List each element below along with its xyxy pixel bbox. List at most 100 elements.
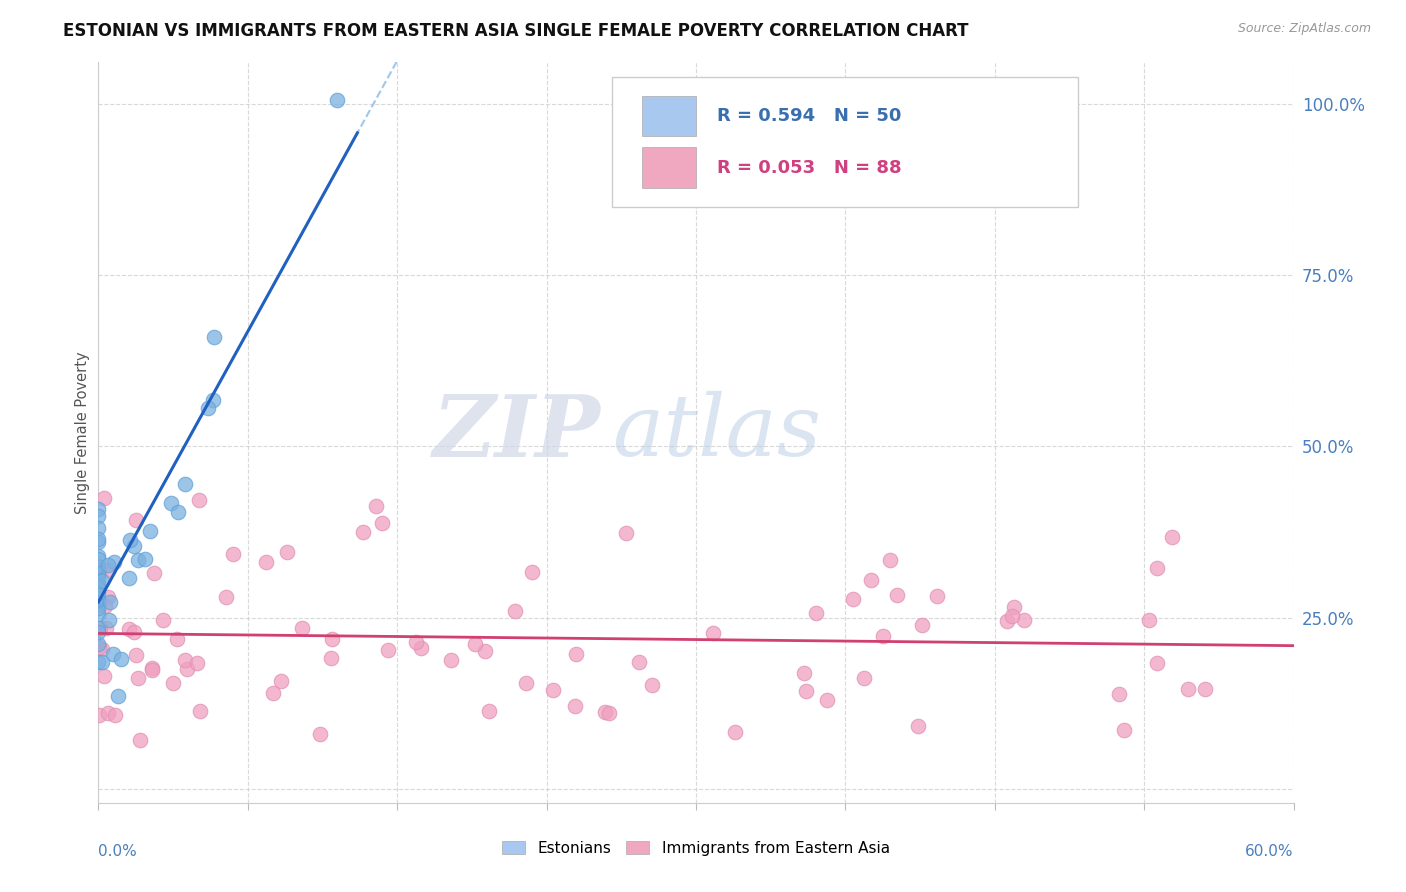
Point <box>93 491 115 506</box>
Point <box>87 592 110 607</box>
Point <box>90 574 112 589</box>
Text: 60.0%: 60.0% <box>1246 844 1294 858</box>
Point <box>371 516 394 530</box>
Point <box>174 653 197 667</box>
Point <box>1177 682 1199 697</box>
Point <box>87 655 110 669</box>
Point <box>1001 609 1024 624</box>
Point <box>87 559 110 574</box>
Point <box>366 499 388 513</box>
Point <box>886 588 908 602</box>
Point <box>1146 561 1168 575</box>
Point <box>907 719 929 733</box>
Point <box>1194 682 1216 697</box>
Point <box>127 553 149 567</box>
Point <box>815 693 838 707</box>
Point <box>87 568 110 582</box>
Point <box>87 637 110 651</box>
Point <box>1160 529 1182 543</box>
Text: ESTONIAN VS IMMIGRANTS FROM EASTERN ASIA SINGLE FEMALE POVERTY CORRELATION CHART: ESTONIAN VS IMMIGRANTS FROM EASTERN ASIA… <box>63 22 969 40</box>
Point <box>262 686 284 700</box>
Point <box>118 622 141 636</box>
Point <box>1146 656 1168 670</box>
Point <box>598 706 620 720</box>
Point <box>152 613 174 627</box>
Point <box>270 674 292 689</box>
Point <box>640 678 662 692</box>
Point <box>141 661 163 675</box>
Point <box>118 533 141 547</box>
Point <box>97 706 120 721</box>
FancyBboxPatch shape <box>613 78 1078 207</box>
Point <box>515 676 537 690</box>
Point <box>202 329 225 343</box>
Point <box>308 727 330 741</box>
Point <box>911 618 934 632</box>
Point <box>89 621 111 635</box>
Point <box>87 607 110 621</box>
Point <box>87 549 110 563</box>
Point <box>122 539 145 553</box>
Point <box>122 625 145 640</box>
Point <box>90 655 112 669</box>
Point <box>174 477 197 491</box>
Point <box>166 632 188 647</box>
Point <box>925 589 948 603</box>
Point <box>87 502 110 516</box>
Text: atlas: atlas <box>613 392 821 474</box>
Point <box>724 725 747 739</box>
Y-axis label: Single Female Poverty: Single Female Poverty <box>75 351 90 514</box>
Point <box>87 601 110 615</box>
Point <box>139 524 162 538</box>
Point <box>627 655 650 669</box>
Point <box>104 708 127 723</box>
Point <box>134 551 156 566</box>
Point <box>188 704 211 718</box>
Point <box>87 560 110 574</box>
Point <box>872 629 894 643</box>
Point <box>87 708 110 723</box>
Point <box>125 513 148 527</box>
Point <box>564 698 586 713</box>
Point <box>87 621 110 635</box>
Point <box>87 509 110 524</box>
Point <box>87 521 110 535</box>
Point <box>1112 723 1135 737</box>
Point <box>87 586 110 600</box>
Point <box>853 671 876 685</box>
Point <box>87 573 110 587</box>
Point <box>129 733 152 747</box>
Point <box>176 662 198 676</box>
Point <box>87 581 110 595</box>
Point <box>793 665 815 680</box>
Point <box>98 595 121 609</box>
Point <box>477 705 499 719</box>
Point <box>616 525 638 540</box>
Point <box>215 590 238 604</box>
Point <box>94 599 117 613</box>
Text: 0.0%: 0.0% <box>98 844 138 858</box>
Point <box>291 621 314 635</box>
Point <box>89 564 111 578</box>
Point <box>326 93 349 107</box>
Point <box>127 671 149 685</box>
Point <box>879 553 901 567</box>
Point <box>87 533 110 547</box>
Point <box>474 644 496 658</box>
Point <box>87 565 110 579</box>
Point <box>352 525 374 540</box>
Point <box>503 604 526 618</box>
Point <box>160 496 183 510</box>
Point <box>1108 688 1130 702</box>
Point <box>702 626 724 640</box>
Point <box>995 614 1018 628</box>
FancyBboxPatch shape <box>643 95 696 136</box>
Point <box>98 613 121 627</box>
Point <box>97 590 120 604</box>
Point <box>87 580 110 594</box>
Point <box>87 578 110 592</box>
Text: R = 0.053   N = 88: R = 0.053 N = 88 <box>717 159 903 177</box>
Point <box>464 636 486 650</box>
Text: Source: ZipAtlas.com: Source: ZipAtlas.com <box>1237 22 1371 36</box>
Point <box>565 647 588 661</box>
